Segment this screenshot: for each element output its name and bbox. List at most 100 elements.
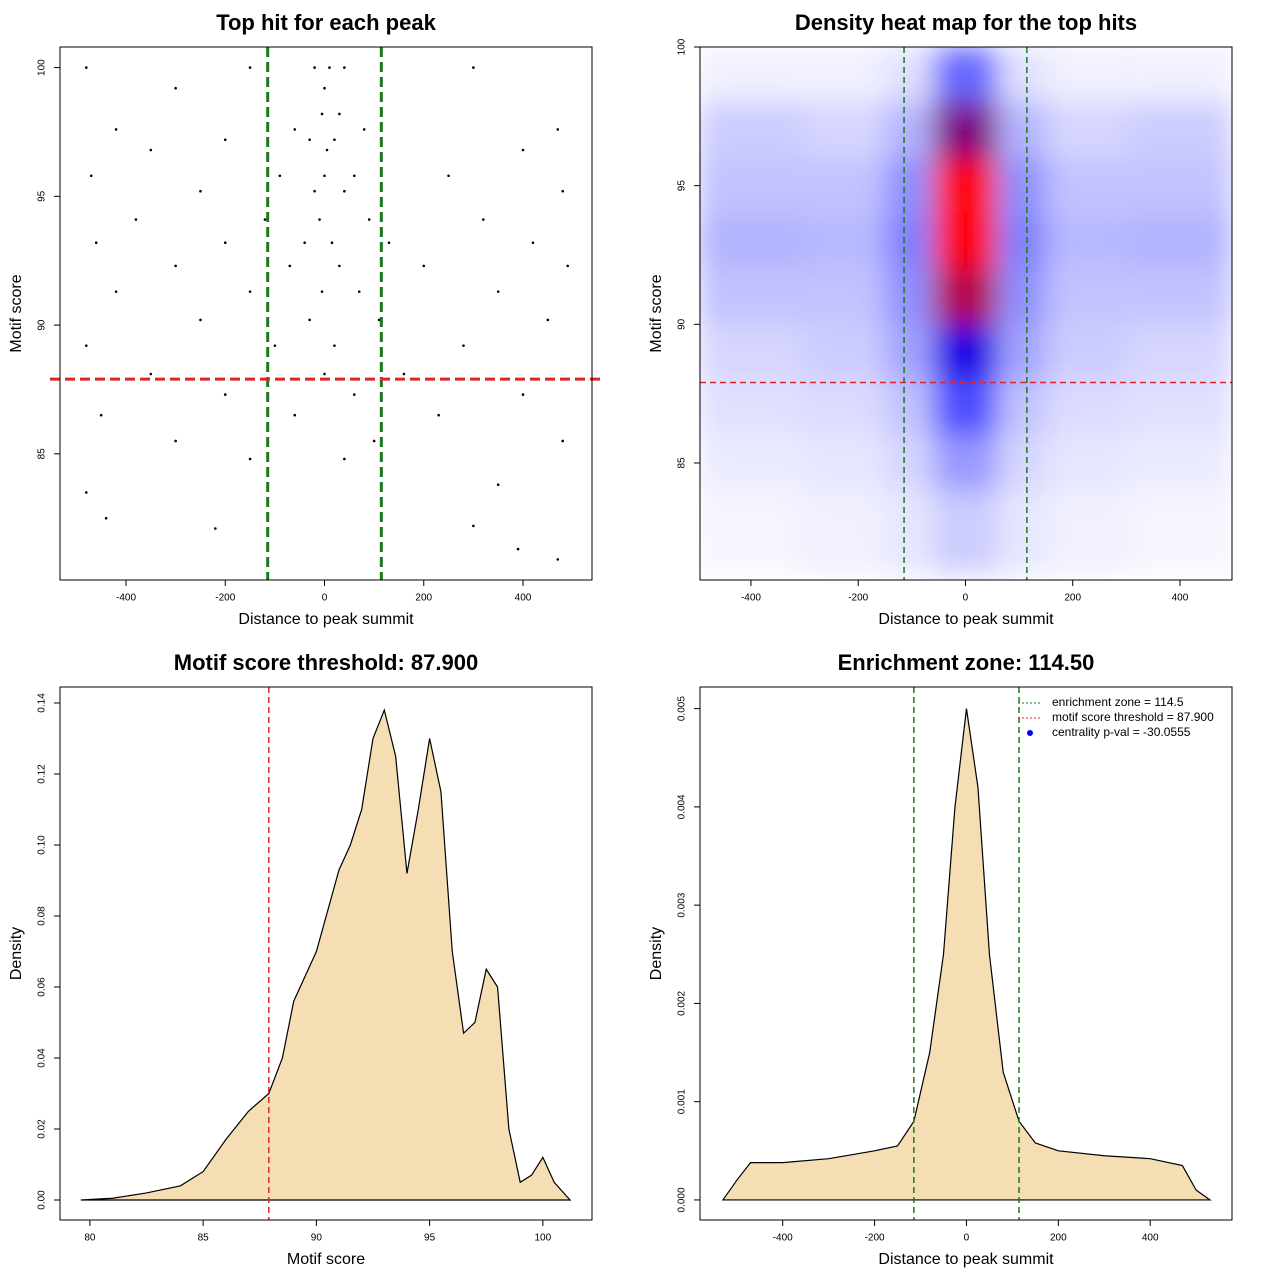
x-tick-label: -200 <box>215 593 235 604</box>
y-tick-label: 0.00 <box>37 1190 48 1210</box>
heatmap-cell <box>804 268 886 325</box>
heatmap-cell <box>1126 324 1232 380</box>
y-axis-label: Density <box>8 927 25 980</box>
scatter-point <box>214 527 217 530</box>
scatter-point <box>546 318 550 322</box>
scatter-point <box>333 344 336 347</box>
heatmap-cell <box>804 102 886 158</box>
scatter-point <box>352 174 356 178</box>
y-tick-label: 95 <box>677 180 688 192</box>
heatmap-cell <box>804 213 886 269</box>
x-axis-label: Distance to peak summit <box>878 611 1054 628</box>
x-tick-label: 95 <box>424 1233 436 1244</box>
heatmap-cell <box>885 213 934 269</box>
y-tick-label: 0.02 <box>37 1119 48 1139</box>
scatter-point <box>333 138 336 141</box>
y-axis-label: Motif score <box>648 274 665 352</box>
heatmap-cell <box>885 268 934 325</box>
density-area <box>721 708 1212 1201</box>
x-tick-label: 400 <box>515 593 532 604</box>
legend-label: centrality p-val = -30.0555 <box>1052 725 1191 739</box>
heatmap-cell <box>1045 213 1127 269</box>
scatter-point <box>99 413 103 417</box>
density-area <box>80 708 572 1201</box>
scatter-point <box>328 66 331 69</box>
scatter-point <box>318 218 321 221</box>
scatter-point <box>422 264 426 268</box>
scatter-point <box>263 218 267 221</box>
heatmap-cell <box>885 379 934 436</box>
y-tick-label: 0.04 <box>37 1048 48 1068</box>
scatter-point <box>85 344 88 347</box>
y-tick-label: 0.003 <box>677 892 688 917</box>
scatter-point <box>134 218 138 221</box>
x-tick-label: 90 <box>311 1233 323 1244</box>
x-tick-label: 0 <box>964 1233 970 1244</box>
heatmap-cell <box>1126 47 1232 103</box>
scatter-point <box>320 112 324 116</box>
heatmap-cell <box>933 435 998 491</box>
heatmap-cell <box>997 268 1046 325</box>
heatmap-cell <box>699 213 805 269</box>
heatmap-cell <box>933 490 998 574</box>
y-axis-label: Density <box>648 927 665 980</box>
heatmap-cell <box>804 490 886 574</box>
y-tick-label: 0.10 <box>37 835 48 855</box>
scatter-point <box>303 241 306 244</box>
plot-frame <box>59 46 593 581</box>
heatmap-cell <box>1045 268 1127 325</box>
scatter-point <box>338 264 341 268</box>
scatter-point <box>313 189 316 193</box>
y-tick-label: 100 <box>37 59 48 76</box>
scatter-point <box>149 372 153 376</box>
heatmap-cell <box>933 324 998 380</box>
y-tick-label: 0.005 <box>677 696 688 721</box>
chart-title: Motif score threshold: 87.900 <box>174 650 478 675</box>
x-tick-label: 0 <box>322 593 328 604</box>
heatmap-cell <box>699 47 805 103</box>
x-axis-label: Motif score <box>287 1251 365 1268</box>
scatter-point <box>367 218 371 221</box>
heatmap-cell <box>885 157 934 214</box>
chart-title: Top hit for each peak <box>216 10 436 35</box>
scatter-point <box>482 218 485 221</box>
scatter-point <box>308 138 311 141</box>
scatter-point <box>288 264 292 268</box>
scatter-point <box>104 516 108 520</box>
scatter-point <box>556 558 560 561</box>
chart-title: Density heat map for the top hits <box>795 10 1137 35</box>
scatter-point <box>248 66 252 69</box>
scatter-point <box>496 483 500 487</box>
scatter-point <box>320 290 324 293</box>
heatmap-cell <box>699 435 805 491</box>
scatter-point <box>516 547 520 551</box>
y-tick-label: 0.06 <box>37 977 48 997</box>
y-tick-label: 90 <box>37 319 48 331</box>
scatter-point <box>447 174 450 178</box>
heatmap-cell <box>1126 102 1232 158</box>
scatter-point <box>566 264 569 268</box>
scatter-point <box>308 318 311 322</box>
scatter-point <box>199 189 202 193</box>
y-tick-label: 85 <box>37 448 48 460</box>
scatter-point <box>114 290 118 293</box>
heatmap-cell <box>997 435 1046 491</box>
scatter-point <box>325 148 329 152</box>
scatter-point <box>372 439 376 443</box>
y-tick-label: 0.004 <box>677 794 688 819</box>
x-tick-label: -200 <box>848 593 868 604</box>
heatmap-cell <box>885 324 934 380</box>
scatter-point <box>273 344 277 347</box>
heatmap-cell <box>885 102 934 158</box>
heatmap <box>699 47 1232 574</box>
y-tick-label: 90 <box>677 318 688 330</box>
scatter-point <box>94 241 98 244</box>
y-tick-label: 100 <box>677 38 688 55</box>
heatmap-cell <box>997 47 1046 103</box>
heatmap-cell <box>1045 47 1127 103</box>
scatter-point <box>293 413 297 417</box>
scatter-point <box>85 66 88 69</box>
heatmap-cell <box>885 435 934 491</box>
scatter-point <box>174 264 177 268</box>
scatter-point <box>313 66 316 69</box>
